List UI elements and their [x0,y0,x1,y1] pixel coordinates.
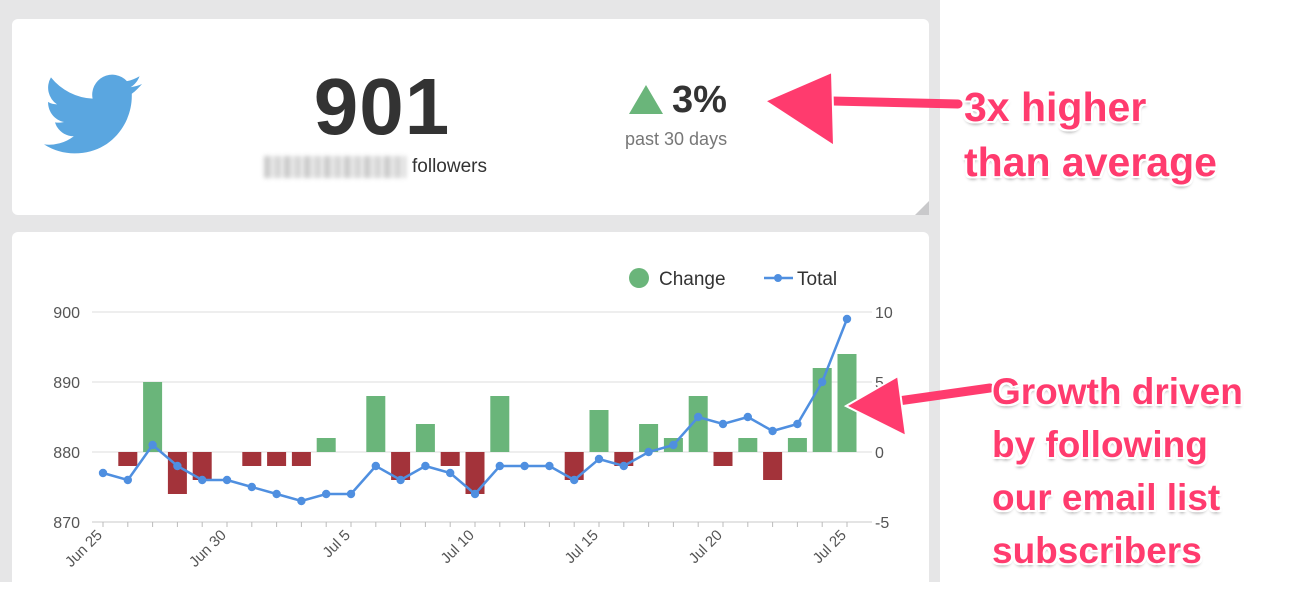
change-bar [366,396,386,452]
change-bar [118,452,138,466]
followers-chart-card: 870 880 890 900 -5 0 5 10 Jun 25 Jun 30 Jul 5 Jul 1… [12,232,929,592]
total-point [644,447,653,457]
left-tick-label: 900 [53,305,80,322]
total-point [421,461,430,471]
total-point [470,489,480,499]
change-bar [787,438,807,452]
total-point [272,489,281,499]
change-bar [440,452,460,466]
annotation-bottom: Growth driven by following our email lis… [992,365,1292,577]
legend-change-swatch [629,268,649,288]
change-bar [465,452,485,494]
total-point [297,496,306,506]
change-period: past 30 days [625,129,728,149]
total-point [495,461,504,471]
followers-label: followers [412,156,487,177]
left-tick-label: 880 [53,445,80,462]
arrow-top [762,70,963,148]
change-bar [242,452,262,466]
change-bar [192,452,212,480]
total-point [694,412,703,422]
total-point [718,419,728,429]
total-point [173,461,182,471]
total-point [98,468,108,478]
blurred-account-name [264,156,406,178]
twitter-bird-icon [44,74,142,154]
right-tick-label: 5 [875,375,884,392]
legend-change-label: Change [659,269,726,290]
change-bar [738,438,758,452]
total-point [594,454,604,464]
change-percent: 3% [672,79,727,121]
change-bar [688,396,708,452]
total-point [743,412,752,422]
total-point [619,461,628,471]
total-point [793,419,802,429]
total-point [520,461,529,471]
total-point [545,461,554,471]
change-bar [291,452,311,466]
annotation-bottom-line1: Growth driven [992,371,1243,412]
change-bar [713,452,733,466]
legend-total-label: Total [797,269,837,290]
total-point [446,468,455,478]
annotation-top-line2: than average [964,139,1217,185]
total-point [570,475,579,485]
arrow-bottom [843,374,995,438]
total-point [842,314,852,324]
change-bar [589,410,609,452]
total-point [247,482,256,492]
change-bar [639,424,659,452]
total-point [198,475,207,485]
annotation-arrows [762,70,995,438]
change-bar [564,452,584,480]
change-bar [490,396,510,452]
total-point [222,475,232,485]
change-bar [391,452,411,480]
change-bar [267,452,287,466]
total-point [322,489,331,499]
legend-total-swatch [774,274,782,282]
annotation-bottom-line4: subscribers [992,530,1202,571]
total-point [396,475,405,485]
annotation-top: 3x higher than average [964,80,1284,190]
followers-count: 901 [313,62,451,151]
left-tick-label: 870 [53,515,80,532]
right-tick-label: -5 [875,515,889,532]
total-point [768,426,777,436]
annotation-bottom-line2: by following [992,424,1208,465]
right-tick-label: 0 [875,445,884,462]
change-bar [143,382,163,452]
total-point [346,489,356,499]
resize-handle[interactable] [915,201,929,215]
total-point [148,440,157,450]
change-bar [837,354,857,452]
change-bar [316,438,336,452]
right-tick-label: 10 [875,305,893,322]
total-point [818,377,827,387]
annotation-bottom-line3: our email list [992,477,1221,518]
total-point [669,440,678,450]
up-triangle-icon [629,85,663,114]
left-tick-label: 890 [53,375,80,392]
change-bar [763,452,783,480]
followers-summary-card: 901 followers 3% past 30 days [12,19,929,215]
annotation-top-line1: 3x higher [964,84,1147,130]
total-point [371,461,380,471]
total-point [123,475,132,485]
change-bar [415,424,435,452]
